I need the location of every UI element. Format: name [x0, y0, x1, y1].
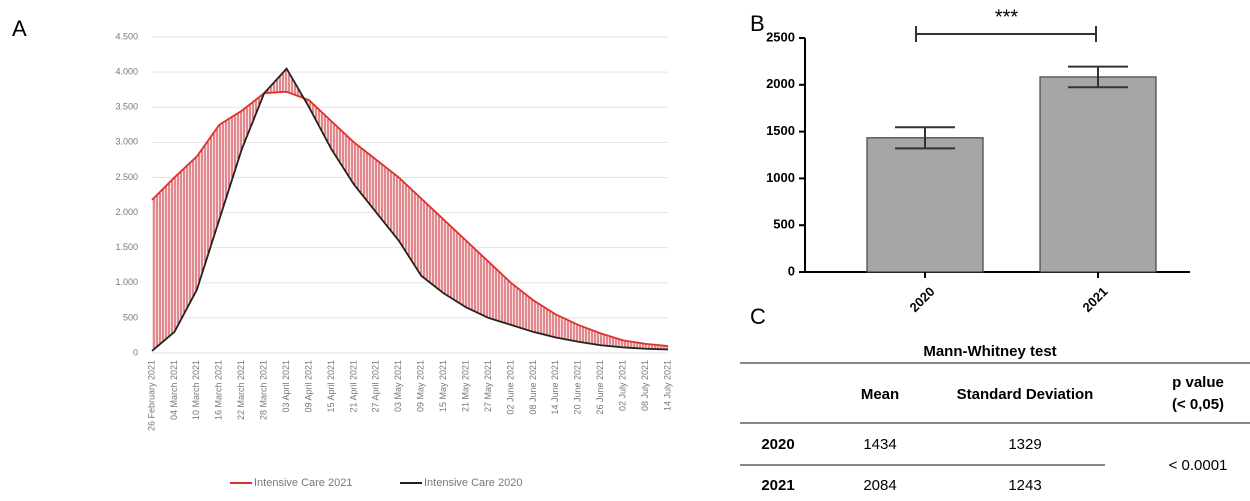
y-tick-label: 0: [133, 347, 138, 357]
panel-label: C: [750, 304, 766, 329]
y-tick-label: 500: [123, 312, 138, 322]
table-cell: 2084: [863, 477, 896, 494]
significance-label: ***: [995, 6, 1019, 28]
x-tick-label: 22 March 2021: [236, 360, 246, 420]
x-tick-label: 09 May 2021: [416, 360, 426, 412]
y-tick-label: 1500: [766, 123, 795, 138]
error-bar: [1068, 65, 1128, 89]
x-tick-label: 28 March 2021: [259, 360, 269, 420]
table-cell: 1329: [1008, 436, 1041, 453]
y-tick-label: 3.000: [115, 137, 138, 147]
legend-label: Intensive Care 2020: [424, 477, 522, 489]
x-tick-label: 10 March 2021: [191, 360, 201, 420]
x-tick-label: 02 July 2021: [618, 360, 628, 411]
bar: [866, 137, 984, 273]
x-tick-label: 09 April 2021: [303, 360, 313, 413]
x-tick-label: 21 April 2021: [348, 360, 358, 413]
table-header: Mean: [861, 386, 899, 403]
x-tick-label: 15 May 2021: [438, 360, 448, 412]
x-tick-label: 16 March 2021: [214, 360, 224, 420]
y-tick-label: 500: [773, 217, 795, 232]
table-header: Standard Deviation: [957, 386, 1094, 403]
x-tick-label: 21 May 2021: [460, 360, 470, 412]
table-header: p value: [1172, 374, 1224, 391]
x-tick-label: 03 May 2021: [393, 360, 403, 412]
bar: [1039, 76, 1157, 273]
y-tick-label: 3.500: [115, 102, 138, 112]
y-tick-label: 4.500: [115, 31, 138, 41]
y-tick-label: 1.500: [115, 242, 138, 252]
table-cell: 2020: [761, 436, 794, 453]
table-cell: 2021: [761, 477, 794, 494]
table-cell: 1243: [1008, 477, 1041, 494]
y-tick-label: 0: [788, 263, 795, 278]
y-tick-label: 2000: [766, 76, 795, 91]
x-tick-label: 02 June 2021: [505, 360, 515, 415]
x-tick-label: 20 June 2021: [573, 360, 583, 415]
y-tick-label: 2.000: [115, 207, 138, 217]
y-tick-label: 4.000: [115, 66, 138, 76]
x-tick-label: 03 April 2021: [281, 360, 291, 413]
x-tick-label: 27 May 2021: [483, 360, 493, 412]
table-header: (< 0,05): [1172, 396, 1224, 413]
x-tick-label: 27 April 2021: [371, 360, 381, 413]
difference-fill: [152, 68, 668, 351]
panel-label: A: [12, 16, 27, 41]
x-tick-label: 14 July 2021: [662, 360, 672, 411]
x-tick-label: 26 February 2021: [146, 360, 156, 431]
significance-bracket: [915, 26, 1097, 42]
line-series: [151, 67, 669, 352]
error-bar: [895, 126, 955, 150]
x-tick-label: 2021: [1079, 284, 1110, 315]
x-tick-label: 14 June 2021: [550, 360, 560, 415]
table-title: Mann-Whitney test: [923, 343, 1056, 360]
y-tick-label: 1000: [766, 170, 795, 185]
x-tick-label: 2020: [906, 284, 937, 315]
line-series: [151, 90, 669, 347]
x-tick-label: 15 April 2021: [326, 360, 336, 413]
x-tick-label: 26 June 2021: [595, 360, 605, 415]
y-tick-label: 2500: [766, 29, 795, 44]
table-cell: 1434: [863, 436, 896, 453]
y-tick-label: 2.500: [115, 172, 138, 182]
x-tick-label: 04 March 2021: [169, 360, 179, 420]
panel-label: B: [750, 11, 765, 36]
y-tick-label: 1.000: [115, 277, 138, 287]
table-cell: < 0.0001: [1169, 457, 1228, 474]
x-tick-label: 08 June 2021: [528, 360, 538, 415]
x-tick-label: 08 July 2021: [640, 360, 650, 411]
legend-label: Intensive Care 2021: [254, 477, 352, 489]
